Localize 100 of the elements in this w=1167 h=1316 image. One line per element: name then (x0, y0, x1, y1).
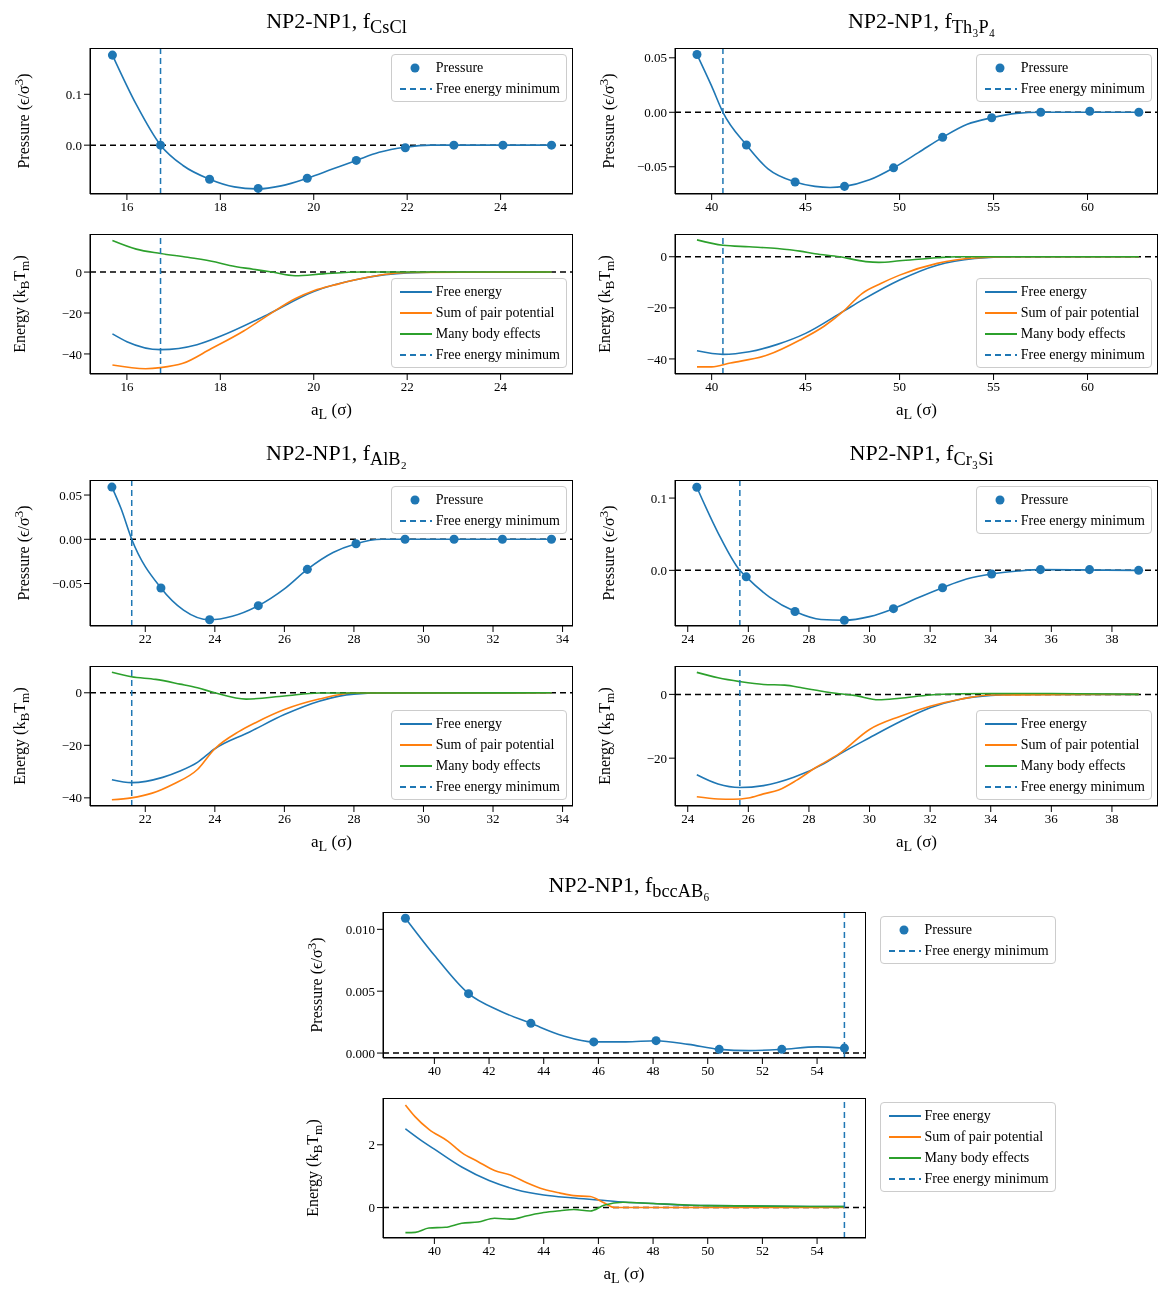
x-tick-label: 50 (893, 199, 907, 215)
x-tick-label: 20 (307, 379, 321, 395)
point (714, 1044, 724, 1054)
point (987, 113, 997, 123)
x-tick-label: 50 (700, 1063, 714, 1079)
x-tick-label: 32 (486, 631, 500, 647)
legend-label: Many body effects (1020, 757, 1126, 774)
point (840, 181, 850, 191)
point (253, 601, 263, 611)
x-tick-label: 20 (307, 199, 321, 215)
line-series (404, 1104, 845, 1209)
legend-label: Free energy (435, 283, 503, 300)
x-axis-title: a$_{L}$ (σ) (896, 400, 937, 423)
x-tick-label: 55 (987, 199, 1001, 215)
point (692, 482, 702, 492)
x-tick-label: 46 (591, 1243, 605, 1259)
x-tick-label: 22 (138, 811, 152, 827)
point (1085, 106, 1095, 116)
chart-title: NP2-NP1, f$_{bccAB₆}$ (548, 872, 710, 902)
x-tick-label: 28 (347, 631, 361, 647)
y-tick-label: 0.005 (345, 983, 375, 999)
x-tick-label: 32 (486, 811, 500, 827)
x-axis-title: a$_{L}$ (σ) (896, 832, 937, 855)
x-tick-label: 36 (1044, 631, 1059, 647)
point (253, 183, 263, 193)
y-tick-label: 0.1 (65, 86, 82, 102)
x-tick-label: 38 (1105, 631, 1119, 647)
y-tick-label: 0.000 (345, 1045, 375, 1061)
y-tick-label: 0 (660, 249, 667, 265)
x-tick-label: 45 (799, 199, 813, 215)
legend-label: Many body effects (924, 1149, 1030, 1166)
x-tick-label: 60 (1081, 379, 1095, 395)
x-tick-label: 46 (591, 1063, 605, 1079)
y-tick-label: −20 (61, 737, 82, 753)
point (497, 534, 507, 544)
legend-label: Free energy minimum (1020, 512, 1145, 529)
point (790, 177, 800, 187)
legend-label: Free energy minimum (1020, 778, 1145, 795)
y-tick-label: −20 (646, 300, 667, 316)
x-tick-label: 44 (536, 1243, 551, 1259)
y-tick-label: −0.05 (636, 159, 667, 175)
x-tick-label: 40 (427, 1243, 441, 1259)
point (463, 989, 473, 999)
x-tick-label: 28 (802, 631, 816, 647)
x-tick-label: 24 (494, 199, 508, 215)
x-tick-label: 42 (482, 1243, 496, 1259)
x-tick-label: 40 (705, 199, 719, 215)
y-tick-label: 0 (75, 264, 82, 280)
y-tick-label: 0.0 (650, 562, 667, 578)
x-axis-title: a$_{L}$ (σ) (311, 832, 352, 855)
point (1134, 107, 1144, 117)
legend-label: Free energy minimum (435, 512, 560, 529)
legend-label: Free energy minimum (435, 778, 560, 795)
x-tick-label: 52 (755, 1243, 769, 1259)
x-tick-label: 54 (810, 1063, 824, 1079)
x-tick-label: 26 (741, 811, 756, 827)
x-tick-label: 34 (984, 631, 998, 647)
x-tick-label: 22 (138, 631, 152, 647)
chart-title: NP2-NP1, f$_{AlB₂}$ (266, 440, 407, 470)
point (741, 572, 751, 582)
point (889, 163, 899, 173)
x-tick-label: 18 (213, 379, 227, 395)
x-tick-label: 38 (1105, 811, 1119, 827)
point (351, 539, 361, 549)
x-tick-label: 48 (646, 1063, 660, 1079)
line-series (111, 239, 553, 277)
x-tick-label: 32 (923, 811, 937, 827)
legend-label: Free energy (435, 715, 503, 732)
point (741, 140, 751, 150)
x-tick-label: 28 (802, 811, 816, 827)
y-tick-label: 0.010 (345, 921, 375, 937)
point (156, 583, 166, 593)
x-tick-label: 34 (984, 811, 998, 827)
point (776, 1044, 786, 1054)
y-tick-label: 2 (368, 1137, 375, 1153)
point (651, 1036, 661, 1046)
x-tick-label: 44 (536, 1063, 551, 1079)
legend-label: Sum of pair potential (435, 304, 555, 321)
legend-label: Sum of pair potential (1020, 304, 1140, 321)
y-tick-label: −40 (61, 346, 82, 362)
x-tick-label: 34 (556, 631, 570, 647)
x-tick-label: 50 (893, 379, 907, 395)
point (525, 1018, 535, 1028)
x-tick-label: 24 (208, 811, 222, 827)
point (351, 155, 361, 165)
chart-title: NP2-NP1, f$_{CsCl}$ (266, 8, 407, 38)
legend-label: Free energy minimum (924, 942, 1049, 959)
x-tick-label: 54 (810, 1243, 824, 1259)
x-tick-label: 30 (863, 811, 877, 827)
point (400, 913, 410, 923)
x-tick-label: 30 (416, 631, 430, 647)
point (839, 1043, 849, 1053)
legend-label: Free energy minimum (435, 80, 560, 97)
y-tick-label: −40 (61, 790, 82, 806)
point (790, 607, 800, 617)
point (547, 140, 557, 150)
legend-label: Sum of pair potential (1020, 736, 1140, 753)
x-tick-label: 40 (427, 1063, 441, 1079)
x-tick-label: 24 (494, 379, 508, 395)
x-tick-label: 34 (556, 811, 570, 827)
